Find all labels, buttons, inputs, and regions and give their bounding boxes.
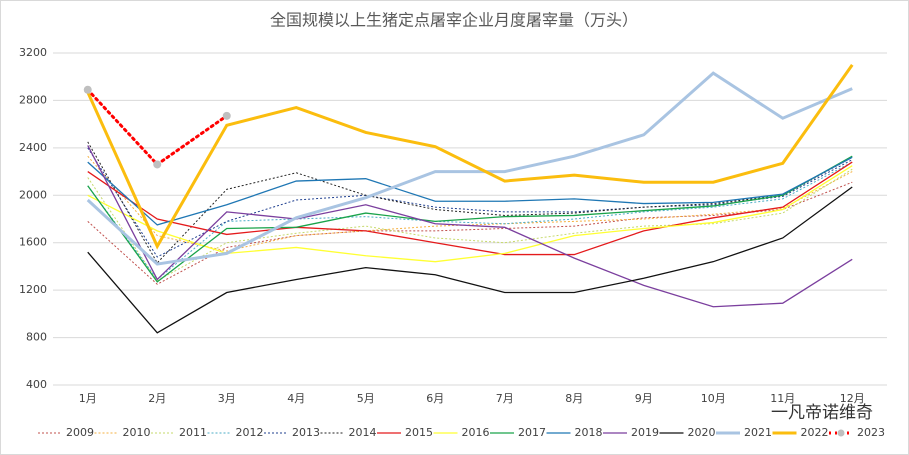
series-line — [87, 161, 853, 281]
data-point — [153, 160, 162, 169]
legend-label: 2022 — [801, 426, 829, 439]
x-tick-label: 5月 — [357, 392, 375, 405]
x-tick-label: 10月 — [701, 392, 726, 405]
legend-label: 2018 — [575, 426, 603, 439]
x-tick-label: 11月 — [770, 392, 795, 405]
series-line — [87, 161, 853, 256]
y-tick-label: 2000 — [19, 188, 47, 201]
y-tick-label: 800 — [26, 331, 47, 344]
legend-label: 2010 — [123, 426, 151, 439]
data-point — [83, 85, 92, 94]
x-tick-label: 8月 — [565, 392, 583, 405]
legend-label: 2019 — [631, 426, 659, 439]
x-tick-label: 1月 — [79, 392, 97, 405]
legend-label: 2013 — [292, 426, 320, 439]
legend-label: 2023 — [857, 426, 885, 439]
y-tick-label: 1200 — [19, 283, 47, 296]
series-line — [87, 186, 853, 334]
legend-label: 2021 — [744, 426, 772, 439]
series-line — [87, 165, 853, 263]
y-tick-label: 1600 — [19, 236, 47, 249]
chart-title: 全国规模以上生猪定点屠宰企业月度屠宰量（万头） — [270, 11, 638, 30]
series-line — [87, 156, 853, 226]
legend-label: 2016 — [462, 426, 490, 439]
y-tick-label: 2400 — [19, 141, 47, 154]
legend-label: 2014 — [349, 426, 377, 439]
y-tick-label: 2800 — [19, 93, 47, 106]
legend-marker — [837, 429, 845, 437]
series-line — [87, 145, 853, 308]
y-tick-label: 400 — [26, 378, 47, 391]
x-tick-label: 3月 — [218, 392, 236, 405]
x-tick-label: 2月 — [148, 392, 166, 405]
legend-label: 2009 — [66, 426, 94, 439]
series-line — [86, 63, 854, 250]
series-line — [87, 155, 853, 252]
series-line — [87, 181, 853, 285]
x-tick-label: 6月 — [426, 392, 444, 405]
data-point — [222, 111, 231, 120]
x-tick-label: 12月 — [840, 392, 865, 405]
x-tick-label: 7月 — [496, 392, 514, 405]
series-line — [87, 168, 853, 282]
legend-label: 2015 — [405, 426, 433, 439]
legend-label: 2020 — [688, 426, 716, 439]
series-line — [87, 155, 853, 283]
y-tick-label: 3200 — [19, 46, 47, 59]
legend-label: 2017 — [518, 426, 546, 439]
legend-label: 2011 — [179, 426, 207, 439]
x-tick-label: 4月 — [287, 392, 305, 405]
series-line — [86, 71, 853, 266]
x-tick-label: 9月 — [635, 392, 653, 405]
watermark: 一凡帝诺维奇 — [771, 403, 873, 423]
legend-label: 2012 — [236, 426, 264, 439]
